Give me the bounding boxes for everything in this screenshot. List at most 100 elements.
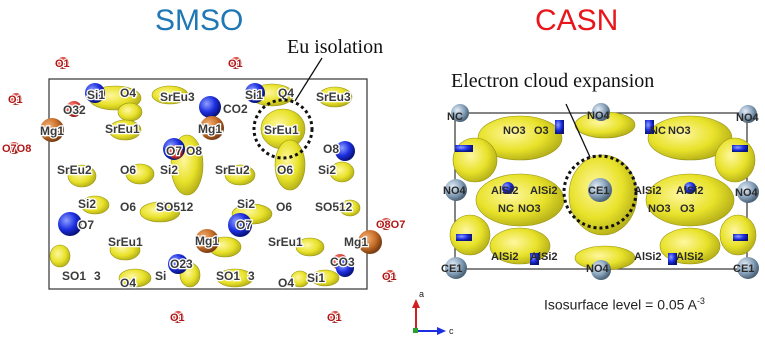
atom-label: NO4: [587, 110, 611, 122]
atom-label: Mg1: [195, 234, 219, 248]
atom-label: AlSi2: [634, 251, 662, 263]
atom-label: NO3: [668, 125, 691, 137]
c-axis-label: c: [449, 326, 454, 336]
oxygen-atom: [66, 101, 82, 117]
silicon-atom: [228, 213, 252, 237]
atom-label: AlSi2: [530, 251, 558, 263]
atom-label: Mg1: [40, 124, 64, 138]
oxygen-atom: [230, 57, 242, 69]
atom-label: O6: [277, 163, 293, 177]
nitrogen-atom: [668, 253, 677, 265]
oxygen-atom: [57, 57, 69, 69]
silicon-atom: [335, 141, 355, 161]
electron-cloud-ring: [562, 154, 638, 230]
atom-label: SrEu1: [268, 235, 303, 249]
c-axis-arrow: [437, 327, 446, 335]
nitrogen-atom: [684, 182, 696, 194]
atom-label: Si1: [245, 88, 263, 102]
atom-label: NO4: [586, 263, 610, 275]
atom-label: CO3: [330, 255, 355, 269]
atom-label: AlSi2: [634, 185, 662, 197]
atom-label: O4: [120, 86, 136, 100]
atom-label: O4: [278, 276, 294, 290]
atom-label: CE1: [733, 263, 754, 275]
a-axis-arrow: [412, 299, 420, 308]
oxygen-atom: [169, 145, 183, 159]
nitrogen-atom: [733, 234, 748, 241]
magnesium-atom: [200, 116, 224, 140]
atom-label: SrEu1: [264, 123, 299, 137]
casn-title: CASN: [535, 4, 619, 37]
nitrogen-atom: [502, 182, 514, 194]
atom-label: SrEu3: [316, 90, 351, 104]
silicon-atom: [336, 259, 354, 277]
atom-label: AlSi2: [491, 185, 519, 197]
electron-cloud-pointer: [565, 103, 591, 158]
atom-label: SrEu1: [105, 122, 140, 136]
calcium-atom: [737, 181, 759, 203]
calcium-atom: [588, 178, 612, 202]
atom-label: AlSi2: [491, 251, 519, 263]
casn-isosurface: [449, 111, 757, 271]
eu-isolation-pointer: [294, 57, 323, 102]
magnesium-atom: [195, 229, 219, 253]
atom-label: SO1: [216, 269, 240, 283]
atom-label: O1: [170, 312, 185, 324]
atom-label: O8O7: [376, 219, 405, 231]
atom-label: NO4: [735, 187, 759, 199]
electron-cloud-annotation: Electron cloud expansion: [451, 70, 655, 92]
atom-label: SO1: [62, 269, 86, 283]
magnesium-atom: [358, 230, 382, 254]
atom-label: O1: [327, 312, 342, 324]
atom-label: CE1: [588, 185, 609, 197]
atom-label: NC: [447, 111, 463, 123]
calcium-atom: [451, 104, 469, 122]
atom-label: 3: [94, 269, 101, 283]
atom-label: O7: [166, 144, 182, 158]
a-axis-label: a: [419, 289, 424, 299]
oxygen-atom: [10, 93, 22, 105]
atom-label: NO4: [736, 112, 760, 124]
casn-labels: NC NO4 NO4 NO3 O3 NC NO3 NO4 AlSi2 AlSi2…: [441, 110, 760, 275]
atom-label: CO2: [223, 102, 248, 116]
atom-label: SrEu2: [57, 163, 92, 177]
atom-label: 3: [248, 269, 255, 283]
atom-label: O1: [8, 94, 23, 106]
atom-label: O6: [276, 200, 292, 214]
magnesium-atom: [40, 118, 64, 142]
atom-label: SrEu2: [215, 163, 250, 177]
oxygen-atom: [172, 311, 184, 323]
oxygen-atom: [8, 142, 20, 154]
atom-label: O1: [382, 271, 397, 283]
oxygen-atom: [329, 311, 341, 323]
atom-label: O3: [534, 125, 549, 137]
atom-label: Si2: [78, 197, 96, 211]
atom-label: CE1: [441, 263, 462, 275]
atom-label: O6: [120, 200, 136, 214]
eu-isolation-annotation: Eu isolation: [287, 36, 384, 58]
atom-label: O3: [680, 203, 695, 215]
nitrogen-atom: [530, 253, 539, 265]
silicon-atom: [58, 212, 82, 236]
atom-label: O1: [228, 58, 243, 70]
atom-label: NO4: [443, 185, 467, 197]
calcium-atom: [591, 260, 611, 280]
smso-atoms: [8, 57, 396, 323]
b-axis-dot: [413, 328, 418, 333]
atom-label: SO512: [315, 200, 353, 214]
atom-label: O4: [120, 276, 136, 290]
atom-label: O1: [55, 58, 70, 70]
casn-atoms: [445, 103, 759, 280]
atom-label: NC: [650, 125, 666, 137]
atom-label: NO3: [648, 203, 671, 215]
nitrogen-atom: [555, 120, 564, 134]
atom-label: O6: [120, 163, 136, 177]
calcium-atom: [592, 103, 610, 121]
smso-labels: O1 O1 O1 O7O8 O8O7 O1 O1 O1 Si1 O32 O4 S…: [1, 57, 407, 325]
atom-label: NO3: [503, 125, 526, 137]
atom-label: O23: [170, 257, 193, 271]
calcium-atom: [445, 257, 467, 279]
atom-label: Si2: [160, 163, 178, 177]
nitrogen-atom: [732, 145, 748, 152]
